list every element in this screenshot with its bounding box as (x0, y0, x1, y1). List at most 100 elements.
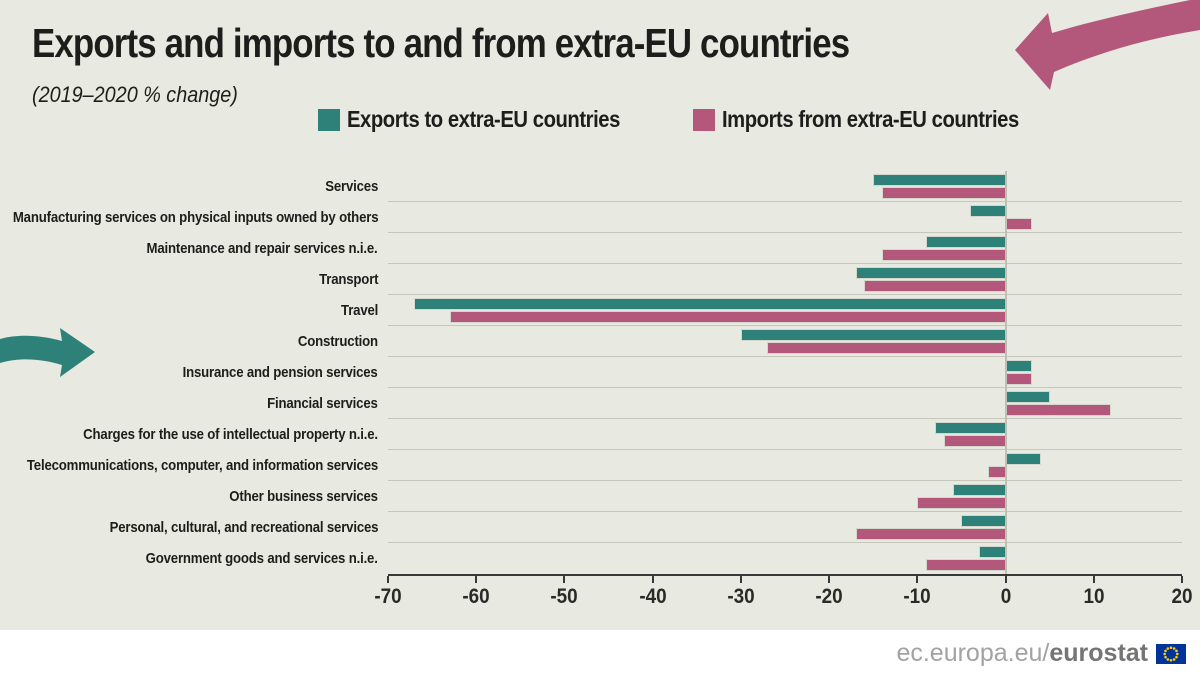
exports-bar (1005, 360, 1032, 372)
category-label: Personal, cultural, and recreational ser… (109, 519, 378, 536)
axis-tick-label: -40 (638, 585, 667, 608)
exports-bar (855, 267, 1006, 279)
pink-arrow-shape (1015, 0, 1200, 90)
category-label-cell: Maintenance and repair services n.i.e. (0, 233, 388, 264)
axis-tick (1092, 576, 1095, 583)
axis-tick (387, 576, 389, 583)
row-plot (388, 233, 1182, 264)
chart-row: Charges for the use of intellectual prop… (0, 419, 1200, 450)
category-label-cell: Government goods and services n.i.e. (0, 543, 388, 574)
category-label-cell: Charges for the use of intellectual prop… (0, 419, 388, 450)
chart-title: Exports and imports to and from extra-EU… (32, 20, 850, 66)
row-plot (388, 512, 1182, 543)
exports-bar (740, 329, 1006, 341)
axis-tick-label: -60 (462, 585, 490, 608)
imports-bar (1005, 404, 1112, 416)
category-label: Insurance and pension services (182, 364, 378, 381)
footer: ec.europa.eu/eurostat (0, 630, 1200, 677)
row-plot (388, 543, 1182, 574)
category-label-cell: Manufacturing services on physical input… (0, 202, 388, 233)
imports-bar (926, 559, 1006, 571)
chart-subtitle: (2019–2020 % change) (32, 82, 238, 107)
imports-bar (882, 187, 1006, 199)
chart-row: Financial services (0, 388, 1200, 419)
category-label-cell: Personal, cultural, and recreational ser… (0, 512, 388, 543)
chart-row: Construction (0, 326, 1200, 357)
axis-tick-label: -20 (815, 585, 843, 608)
category-label: Charges for the use of intellectual prop… (83, 426, 378, 443)
category-label: Manufacturing services on physical input… (12, 209, 378, 226)
exports-bar (1005, 453, 1041, 465)
category-label: Government goods and services n.i.e. (145, 550, 378, 567)
category-label-cell: Telecommunications, computer, and inform… (0, 450, 388, 481)
exports-bar (970, 205, 1006, 217)
exports-bar (934, 422, 1006, 434)
category-label-cell: Insurance and pension services (0, 357, 388, 388)
imports-bar (882, 249, 1006, 261)
axis-tick (739, 576, 742, 583)
imports-bar (449, 311, 1006, 323)
chart-row: Travel (0, 295, 1200, 326)
chart-row: Other business services (0, 481, 1200, 512)
row-plot (388, 357, 1182, 388)
row-plot (388, 202, 1182, 233)
exports-bar (414, 298, 1006, 310)
axis-tick-label: -70 (374, 585, 402, 608)
chart-row: Telecommunications, computer, and inform… (0, 450, 1200, 481)
axis-tick-label: -30 (727, 585, 755, 608)
axis-tick (475, 576, 478, 583)
chart-row: Personal, cultural, and recreational ser… (0, 512, 1200, 543)
axis-tick (828, 576, 831, 583)
exports-bar (961, 515, 1006, 527)
imports-bar (943, 435, 1006, 447)
category-label: Transport (318, 271, 378, 288)
chart-rows: Services Manufacturing services on physic… (0, 171, 1200, 574)
row-plot (388, 481, 1182, 512)
chart-row: Manufacturing services on physical input… (0, 202, 1200, 233)
imports-bar (1005, 218, 1032, 230)
row-plot (388, 326, 1182, 357)
teal-arrow-shape (0, 328, 95, 377)
axis-tick (1004, 576, 1007, 583)
imports-bar (767, 342, 1006, 354)
axis-tick (1181, 576, 1183, 583)
category-label-cell: Financial services (0, 388, 388, 419)
axis-tick-label: -10 (903, 585, 931, 608)
axis-tick (916, 576, 919, 583)
x-axis: -70 -60 -50 -40 -30 -20 -10 0 10 20 (374, 574, 1193, 616)
chart-row: Services (0, 171, 1200, 202)
category-label: Travel (340, 302, 378, 319)
eu-flag-icon (1156, 643, 1186, 664)
axis-tick (563, 576, 566, 583)
category-label: Other business services (229, 488, 378, 505)
exports-bar (979, 546, 1006, 558)
axis-tick-label: 20 (1171, 585, 1193, 608)
axis-tick-label: 10 (1083, 585, 1105, 608)
imports-bar (1005, 373, 1032, 385)
bar-chart: Services Manufacturing services on physic… (0, 171, 1200, 616)
row-plot (388, 450, 1182, 481)
category-label: Telecommunications, computer, and inform… (26, 457, 378, 474)
category-label: Maintenance and repair services n.i.e. (146, 240, 378, 257)
category-label-cell: Construction (0, 326, 388, 357)
row-plot (388, 171, 1182, 202)
row-plot (388, 264, 1182, 295)
imports-bar (864, 280, 1006, 292)
axis-tick-label: -50 (550, 585, 579, 608)
imports-bar (987, 466, 1006, 478)
category-label-cell: Transport (0, 264, 388, 295)
chart-row: Government goods and services n.i.e. (0, 543, 1200, 574)
exports-bar (1005, 391, 1050, 403)
axis-tick (651, 576, 654, 583)
pink-curved-arrow-icon (1015, 0, 1200, 90)
legend: Exports to extra-EU countries Imports fr… (318, 106, 1059, 133)
legend-item-imports: Imports from extra-EU countries (693, 106, 1059, 133)
axis-tick-label: 0 (1000, 585, 1011, 608)
row-plot (388, 388, 1182, 419)
exports-bar (952, 484, 1006, 496)
chart-row: Maintenance and repair services n.i.e. (0, 233, 1200, 264)
category-label-cell: Other business services (0, 481, 388, 512)
category-label-cell: Travel (0, 295, 388, 326)
exports-swatch-icon (318, 108, 340, 131)
row-plot (388, 295, 1182, 326)
